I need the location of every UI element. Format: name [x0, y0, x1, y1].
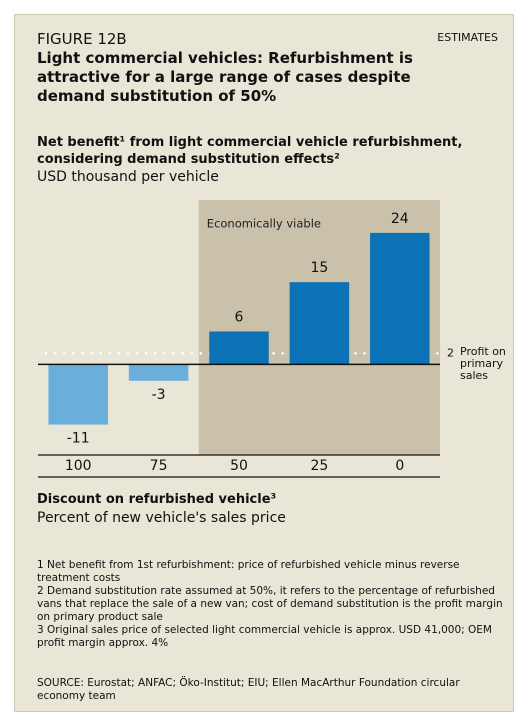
- bar: [48, 364, 108, 425]
- x-tick-label: 50: [230, 458, 248, 474]
- reference-value: 2: [447, 346, 454, 359]
- bar: [370, 232, 430, 365]
- x-tick-label: 100: [65, 458, 92, 474]
- x-axis-label: Discount on refurbished vehicle³: [37, 492, 277, 507]
- value-label: 6: [235, 309, 244, 325]
- source: SOURCE: Eurostat; ANFAC; Öko-Institut; E…: [37, 677, 460, 702]
- chart-subtitle: USD thousand per vehicle: [37, 169, 219, 185]
- value-label: 15: [310, 260, 328, 276]
- x-tick-label: 75: [150, 458, 168, 474]
- value-label: -3: [152, 387, 166, 403]
- annotation: Economically viable: [207, 217, 321, 231]
- footnote: 2 Demand substitution rate assumed at 50…: [37, 585, 503, 623]
- bar: [128, 364, 189, 381]
- chart-title: Net benefit¹ from light commercial vehic…: [37, 135, 463, 167]
- x-tick-label: 0: [395, 458, 404, 474]
- value-label: -11: [67, 431, 90, 447]
- value-label: 24: [391, 211, 409, 227]
- reference-label: Profit on primary sales: [460, 345, 506, 382]
- x-axis-sublabel: Percent of new vehicle's sales price: [37, 510, 286, 526]
- x-tick-label: 25: [310, 458, 328, 474]
- footnote: 3 Original sales price of selected light…: [37, 624, 492, 649]
- headline: Light commercial vehicles: Refurbishment…: [37, 49, 413, 105]
- tag: ESTIMATES: [437, 31, 498, 44]
- figure-label: FIGURE 12B: [37, 30, 127, 48]
- bar: [209, 331, 269, 365]
- footnotes: 1 Net benefit from 1st refurbishment: pr…: [37, 559, 512, 650]
- bar: [289, 282, 350, 365]
- footnote: 1 Net benefit from 1st refurbishment: pr…: [37, 559, 460, 584]
